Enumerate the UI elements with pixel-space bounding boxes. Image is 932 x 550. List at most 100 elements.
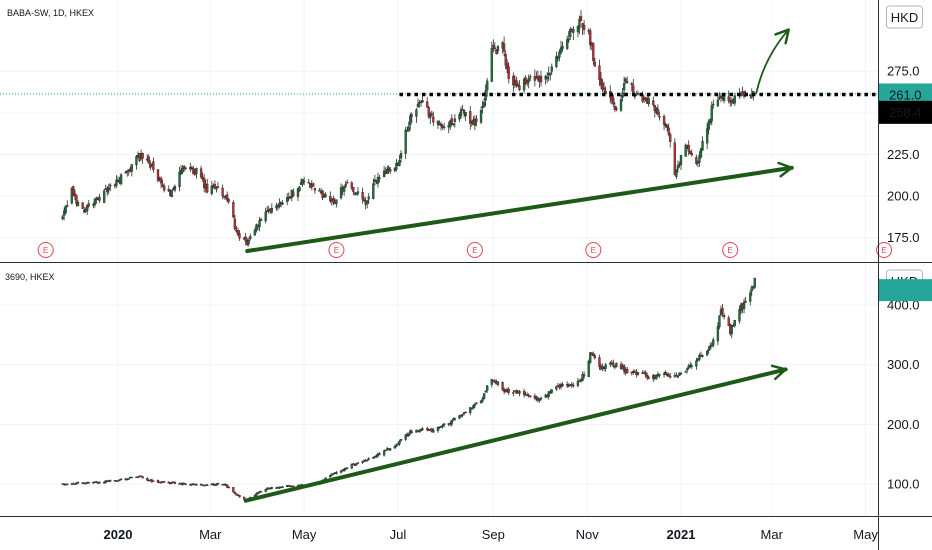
candle-down [495,50,498,54]
candle-up [415,109,418,117]
candle-up [706,350,709,356]
candle-up [615,363,618,367]
candle-down [647,377,650,379]
candle-up [636,372,640,375]
candle-up [84,482,87,485]
candle-down [719,95,723,98]
candle-down [469,111,472,124]
candle-up [481,398,484,402]
candle-up [738,309,741,322]
candle-up [647,98,650,105]
candle-down [152,161,155,170]
candle-up [361,461,364,463]
candle-down [613,106,617,110]
candle-up [195,484,198,486]
candle-up [393,446,397,449]
candle-down [287,197,290,199]
candle-down [224,484,227,486]
candle-down [426,428,429,430]
candle-up [344,184,347,187]
x-tick-label-0: 2020 [104,527,133,542]
candle-up [127,478,130,480]
candle-down [156,169,160,181]
candle-down [361,192,364,200]
candle-up [707,121,710,130]
candle-up [395,444,398,447]
candle-up [366,459,369,462]
baba-cursor-price-label: 258.4 [889,105,922,120]
candle-up [404,434,407,440]
candle-down [667,374,670,376]
candle-up [130,476,133,479]
candle-up [135,156,138,166]
candle-up [386,169,389,174]
candle-down [675,374,678,377]
candle-up [384,449,387,452]
candle-down [141,476,144,479]
candle-up [318,189,321,192]
candle-down [512,75,515,86]
candle-up [249,236,252,240]
candle-down [292,191,295,197]
y-tick-label-1-3: 400.0 [887,298,920,313]
candle-up [555,56,558,67]
candle-up [450,419,453,425]
candle-up [496,46,500,52]
candle-down [233,218,237,230]
candle-down [507,388,510,393]
candle-down [582,374,586,377]
x-tick-label-8: May [853,527,878,542]
candle-up [624,78,627,82]
y-tick-label-0-1: 200.0 [887,189,920,204]
candle-up [195,167,198,174]
candle-up [676,376,680,378]
candle-down [658,374,661,376]
candle-down [201,176,204,179]
candle-down [202,178,206,188]
candle-up [86,205,89,211]
candle-up [473,404,477,406]
candle-down [321,190,324,199]
candle-down [721,307,724,314]
candle-down [352,463,355,465]
candle-up [395,162,398,170]
candle-up [279,201,283,204]
candle-up [527,78,530,82]
candle-down [76,482,80,484]
candle-down [329,195,332,202]
baba-candles [61,9,755,247]
candle-down [604,90,607,94]
candle-up [66,205,69,207]
candle-up [442,423,446,426]
candle-down [95,481,98,483]
candle-up [107,187,110,191]
candle-up [436,427,440,431]
candle-down [644,97,647,99]
candle-down [712,103,715,106]
candle-down [427,107,430,117]
candle-down [561,383,564,386]
candle-down [502,388,506,392]
candle-up [449,120,452,128]
candle-up [350,463,353,469]
candle-up [544,394,547,398]
candle-up [342,468,346,471]
candle-down [426,101,429,108]
candle-up [479,110,483,123]
meituan-support-arrowhead [770,364,787,381]
candle-down [504,54,507,66]
candle-up [458,114,461,120]
candle-down [442,126,446,128]
candle-up [286,197,289,202]
candle-up [118,479,121,482]
candle-up [206,484,209,486]
candle-down [378,453,381,455]
candle-up [576,26,580,33]
candle-up [63,210,66,216]
candle-down [669,134,672,142]
candle-up [398,160,401,166]
candle-up [173,186,177,191]
candle-up [362,199,366,202]
